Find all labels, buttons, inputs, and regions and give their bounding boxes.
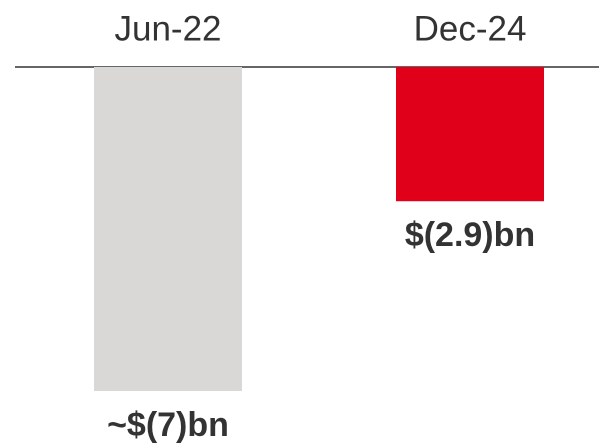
category-label: Dec-24 — [414, 9, 527, 48]
value-label: ~$(7)bn — [107, 406, 229, 444]
bar — [396, 67, 544, 202]
value-label: $(2.9)bn — [405, 216, 535, 254]
bar — [94, 67, 242, 391]
category-label: Jun-22 — [114, 9, 221, 48]
